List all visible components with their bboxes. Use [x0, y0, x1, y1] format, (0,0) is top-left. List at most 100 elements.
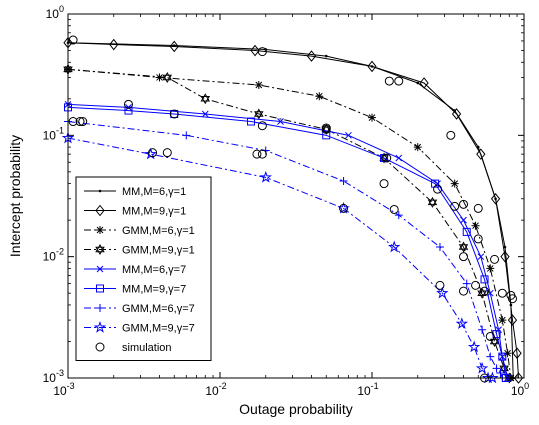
star-marker [486, 264, 495, 273]
x-tick-label: 10-3 [53, 381, 74, 398]
circle-marker [471, 280, 481, 290]
dot-marker [324, 54, 328, 58]
diamond-marker [490, 192, 501, 205]
y-tick-label: 10-1 [43, 125, 64, 142]
circle-marker [252, 149, 262, 159]
circle-marker [506, 290, 516, 300]
diamond-marker [451, 108, 462, 120]
hexagram-marker [254, 111, 264, 120]
series-8 [68, 35, 517, 383]
circle-marker [169, 109, 179, 119]
x-marker [201, 110, 209, 118]
legend-label: MM,M=6,γ=7 [122, 264, 186, 276]
legend-entry: MM,M=6,γ=1 [84, 186, 186, 198]
x-marker [277, 118, 284, 125]
x-marker [96, 265, 104, 273]
circle-marker [95, 342, 105, 352]
x-axis-label: Outage probability [239, 401, 353, 417]
series-line [67, 42, 519, 379]
legend-entry: GMM,M=9,γ=1 [84, 244, 195, 257]
hexagram-marker [162, 74, 173, 83]
plus-marker [435, 243, 444, 252]
plus-marker [394, 211, 403, 220]
square-marker [480, 275, 489, 284]
legend-entry: GMM,M=6,γ=7 [84, 303, 195, 315]
circle-marker [473, 234, 483, 244]
square-marker [498, 352, 507, 361]
diamond-marker [250, 44, 260, 57]
dot-marker [98, 189, 102, 193]
circle-marker [450, 201, 460, 211]
star-marker [254, 80, 263, 89]
hexagram-marker [489, 338, 500, 347]
circle-marker [339, 203, 349, 213]
pentagram-marker [388, 240, 401, 253]
plus-marker [96, 304, 104, 312]
diamond-marker [306, 50, 317, 62]
legend-entry: simulation [95, 342, 172, 354]
series-3 [63, 63, 515, 384]
dot-marker [476, 145, 480, 149]
star-marker [155, 73, 164, 82]
legend-entry: MM,M=9,γ=1 [84, 204, 186, 218]
hexagram-marker [458, 244, 469, 253]
hexagram-marker [489, 335, 500, 345]
circle-marker [497, 288, 507, 298]
diamond-marker [507, 314, 518, 326]
legend-label: GMM,M=6,γ=1 [122, 225, 195, 237]
legend-label: simulation [122, 342, 172, 354]
diamond-marker [169, 40, 179, 53]
circle-marker [379, 179, 389, 189]
star-marker [498, 316, 507, 325]
circle-marker [394, 76, 404, 86]
circle-marker [485, 331, 495, 341]
plus-marker [486, 352, 495, 361]
pentagram-marker [93, 320, 107, 333]
legend-entry: MM,M=6,γ=7 [84, 264, 186, 276]
circle-marker [321, 124, 331, 134]
x-marker [460, 216, 467, 224]
circle-marker [473, 203, 483, 213]
dot-marker [503, 245, 507, 249]
x-tick-label: 10-2 [205, 381, 226, 398]
hexagram-marker [95, 244, 105, 253]
plus-marker [478, 325, 487, 334]
star-marker [368, 113, 376, 122]
circle-marker [257, 149, 267, 159]
hexagram-marker [458, 241, 469, 250]
star-marker [503, 349, 512, 358]
x-marker [395, 154, 403, 162]
plus-marker [462, 279, 471, 288]
plus-marker [492, 364, 501, 373]
y-tick-label: 100 [46, 4, 64, 21]
plus-marker [182, 131, 191, 140]
circle-marker [78, 117, 88, 127]
pentagram-marker [475, 361, 489, 374]
pentagram-marker [436, 286, 449, 299]
diamond-marker [500, 250, 510, 263]
circle-marker [480, 286, 490, 296]
legend-label: GMM,M=9,γ=7 [122, 323, 195, 335]
diamond-marker [109, 38, 119, 51]
x-tick-label: 10-1 [357, 381, 378, 398]
legend-entry: GMM,M=9,γ=7 [84, 320, 195, 335]
series-line [67, 68, 512, 379]
y-axis-label: Intercept probability [7, 135, 23, 257]
y-tick-label: 10-3 [43, 368, 64, 385]
pentagram-marker [467, 340, 481, 353]
hexagram-marker [254, 108, 264, 117]
series-line [67, 121, 503, 379]
circle-marker [123, 99, 133, 109]
circle-marker [384, 76, 394, 86]
x-marker [345, 131, 352, 139]
circle-marker [162, 148, 172, 158]
star-marker [315, 92, 324, 101]
circle-marker [459, 199, 469, 209]
pentagram-marker [455, 317, 469, 330]
circle-marker [68, 117, 78, 127]
circle-marker [490, 254, 500, 264]
diamond-marker [367, 60, 377, 73]
diamond-marker [95, 204, 105, 217]
circle-marker [148, 148, 158, 158]
dot-marker [416, 81, 420, 85]
